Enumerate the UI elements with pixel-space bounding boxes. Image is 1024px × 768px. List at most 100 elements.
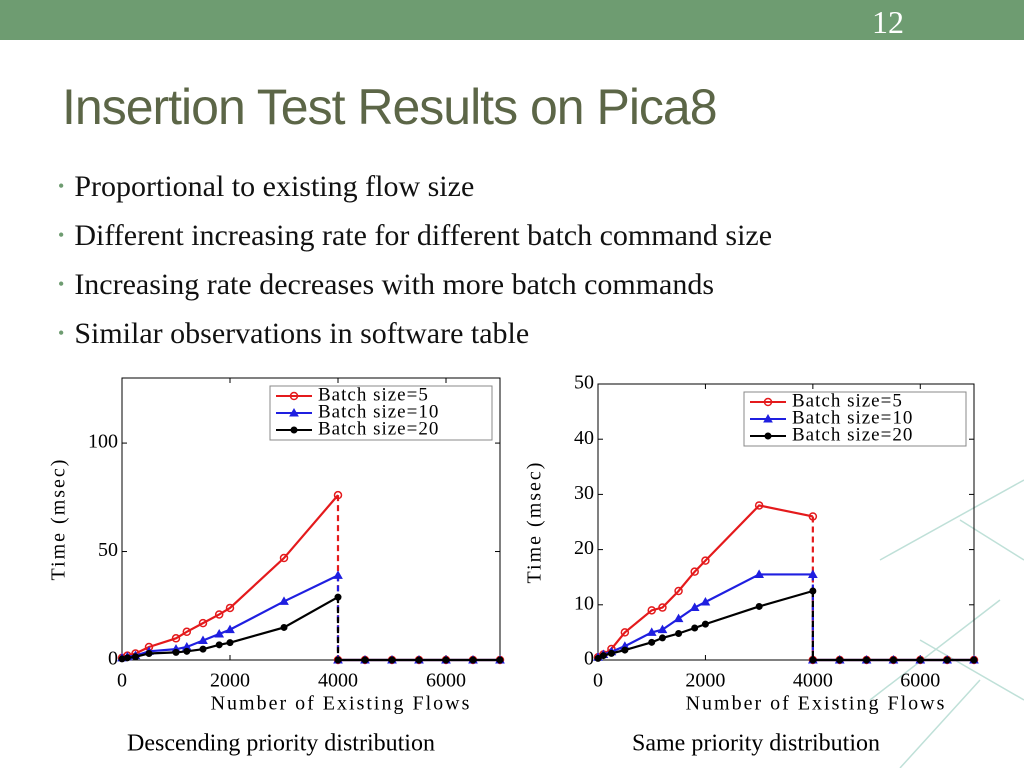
marker [700, 597, 711, 606]
decoration [869, 479, 1024, 768]
marker [145, 649, 153, 657]
y-tick-label: 30 [574, 482, 594, 504]
marker [863, 656, 871, 664]
marker [172, 648, 180, 656]
marker [657, 624, 668, 634]
marker [280, 623, 288, 631]
y-tick-label: 50 [574, 372, 594, 394]
x-tick-label: 6000 [426, 670, 466, 692]
x-tick-label: 4000 [318, 670, 358, 692]
marker [689, 602, 700, 612]
slide-number: 12 [872, 4, 904, 40]
plot-frame [121, 377, 501, 661]
legend-label: Batch size=5 [792, 390, 903, 411]
marker [673, 613, 684, 623]
marker [225, 624, 235, 634]
marker [970, 656, 978, 664]
marker [807, 569, 818, 578]
y-axis-label: Time (msec) [524, 461, 546, 584]
legend-label: Batch size=20 [792, 424, 913, 445]
marker [123, 654, 131, 662]
marker [334, 656, 342, 664]
series-line [121, 494, 339, 659]
marker [658, 603, 667, 612]
marker [171, 634, 181, 643]
marker [690, 567, 699, 576]
marker [361, 656, 369, 664]
header-bar: 12 [0, 0, 1024, 40]
legend-marker [290, 426, 298, 434]
marker [226, 639, 234, 647]
legend-label: Batch size=20 [318, 418, 439, 439]
marker [415, 656, 423, 664]
legend-label: Batch size=5 [318, 384, 429, 405]
marker [333, 570, 343, 579]
chart-caption: Same priority distribution [632, 731, 880, 757]
marker [214, 628, 225, 638]
y-tick-label: 50 [98, 539, 118, 561]
marker [808, 512, 818, 521]
y-tick-label: 10 [574, 592, 594, 614]
bullet: Increasing rate decreases with more batc… [58, 260, 772, 309]
marker [214, 610, 224, 619]
x-tick-label: 2000 [210, 670, 250, 692]
marker [496, 656, 504, 664]
marker [620, 628, 630, 637]
x-tick-label: 2000 [685, 670, 725, 692]
series-line [597, 504, 814, 659]
bullet: Similar observations in software table [58, 309, 772, 358]
plot-frame [597, 383, 975, 661]
bullet-list: Proportional to existing flow size Diffe… [58, 162, 772, 358]
marker [755, 602, 763, 610]
y-tick-label: 40 [574, 427, 594, 449]
marker [754, 501, 764, 510]
marker [889, 656, 897, 664]
bullet: Proportional to existing flow size [58, 162, 772, 211]
marker [279, 553, 289, 563]
marker [215, 641, 223, 649]
marker [182, 627, 192, 637]
marker [916, 656, 924, 664]
marker [701, 556, 710, 565]
marker [621, 646, 629, 654]
y-axis-label: Time (msec) [48, 458, 70, 581]
marker [943, 656, 951, 664]
marker [646, 627, 657, 636]
x-tick-label: 4000 [793, 670, 833, 692]
marker [469, 656, 477, 664]
marker [836, 656, 844, 664]
marker [198, 618, 208, 628]
marker [648, 638, 656, 646]
marker [647, 606, 656, 615]
marker [183, 647, 191, 655]
bullet: Different increasing rate for different … [58, 211, 772, 260]
legend-label: Batch size=10 [792, 407, 913, 428]
x-tick-label: 6000 [900, 670, 940, 692]
marker [674, 586, 683, 596]
y-tick-label: 100 [88, 431, 118, 453]
marker [388, 656, 396, 664]
x-tick-label: 0 [117, 670, 127, 692]
chart-caption: Descending priority distribution [127, 731, 435, 757]
marker [809, 656, 817, 664]
marker [607, 649, 615, 657]
marker [599, 652, 607, 660]
x-tick-label: 0 [593, 670, 603, 692]
legend-marker [289, 407, 299, 417]
marker [754, 569, 765, 578]
marker [132, 653, 139, 661]
legend-marker [289, 391, 299, 401]
marker [333, 490, 343, 500]
legend-marker [764, 432, 772, 440]
legend-marker [763, 397, 773, 407]
marker [199, 645, 207, 653]
y-tick-label: 0 [584, 648, 594, 670]
marker [809, 587, 817, 595]
marker [279, 596, 289, 605]
marker [334, 593, 342, 601]
marker [198, 635, 208, 644]
y-tick-label: 0 [108, 648, 118, 670]
marker [691, 624, 699, 632]
